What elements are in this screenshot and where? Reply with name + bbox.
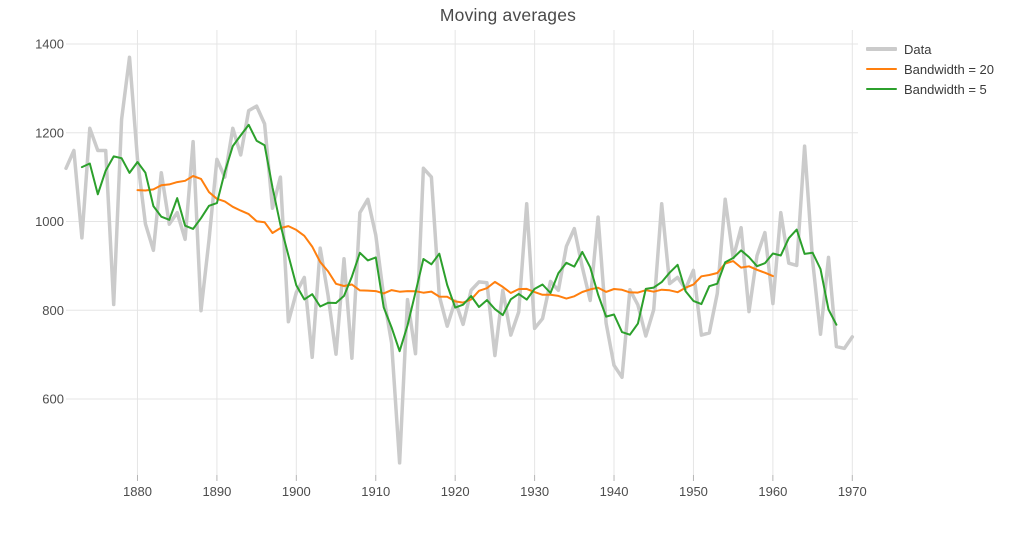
legend-label-data: Data (904, 41, 932, 57)
legend-label-bandwidth-20: Bandwidth = 20 (904, 61, 994, 77)
x-tick-label: 1950 (679, 484, 708, 499)
legend-line-sample-bandwidth-5-icon (866, 88, 897, 90)
x-tick-label: 1890 (202, 484, 231, 499)
x-tick-label: 1960 (758, 484, 787, 499)
legend: Data Bandwidth = 20 Bandwidth = 5 (866, 39, 994, 99)
y-tick-label: 1200 (35, 125, 64, 140)
x-tick-label: 1970 (838, 484, 867, 499)
x-tick-label: 1920 (441, 484, 470, 499)
x-tick-label: 1900 (282, 484, 311, 499)
legend-item-data[interactable]: Data (866, 39, 994, 59)
x-tick-label: 1910 (361, 484, 390, 499)
series-line-bandwidth-20 (136, 175, 774, 304)
legend-item-bandwidth-5[interactable]: Bandwidth = 5 (866, 79, 994, 99)
y-tick-label: 800 (42, 303, 64, 318)
chart-title: Moving averages (439, 5, 577, 25)
legend-item-bandwidth-20[interactable]: Bandwidth = 20 (866, 59, 994, 79)
series-line-data (64, 55, 855, 465)
x-tick-label: 1930 (520, 484, 549, 499)
legend-line-sample-bandwidth-20-icon (866, 68, 897, 70)
legend-label-bandwidth-5: Bandwidth = 5 (904, 81, 987, 97)
x-tick-label: 1880 (123, 484, 152, 499)
x-tick-label: 1940 (600, 484, 629, 499)
legend-line-sample-data-icon (866, 47, 897, 51)
series-line-bandwidth-5 (80, 123, 838, 353)
y-tick-label: 1000 (35, 214, 64, 229)
y-tick-label: 600 (42, 392, 64, 407)
y-tick-label: 1400 (35, 37, 64, 52)
